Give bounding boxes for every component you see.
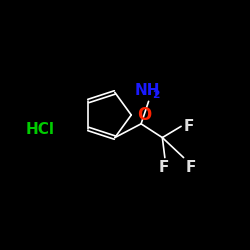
Text: O: O xyxy=(137,106,151,124)
Text: NH: NH xyxy=(134,83,160,98)
Text: 2: 2 xyxy=(152,90,160,100)
Text: F: F xyxy=(184,119,194,134)
Text: HCl: HCl xyxy=(26,122,54,138)
Text: F: F xyxy=(158,160,169,174)
Text: F: F xyxy=(186,160,196,174)
